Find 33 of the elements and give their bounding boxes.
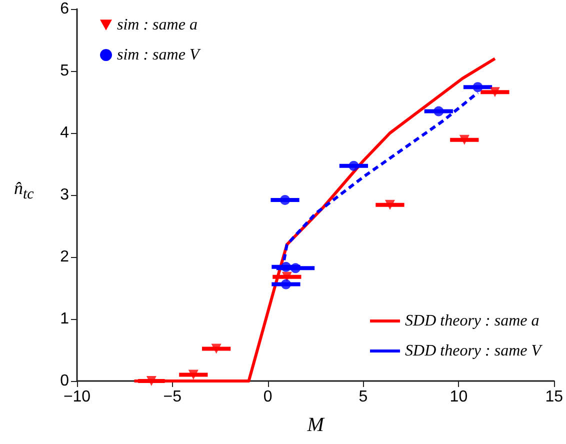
point (384, 200, 395, 210)
y-tick-label: 4 (60, 124, 70, 142)
x-tick-label: −5 (163, 388, 182, 406)
y-tick-label: 1 (60, 310, 70, 328)
point (188, 370, 198, 380)
point (280, 279, 291, 290)
y-tick-label: 5 (60, 62, 70, 80)
point (290, 263, 301, 274)
x-tick-label: 0 (263, 388, 272, 406)
y-tick-label: 0 (60, 372, 70, 390)
point (280, 194, 290, 205)
point (211, 344, 222, 354)
x-tick-label: 15 (545, 388, 564, 406)
point (146, 376, 156, 386)
point (282, 272, 292, 282)
legend-label: sim : same a (117, 16, 198, 34)
y-axis-title: n̂$_{tc}$ (14, 178, 34, 204)
legend-label: SDD theory : same a (405, 312, 540, 330)
point (472, 82, 483, 92)
point (434, 106, 444, 116)
point (348, 160, 359, 171)
x-tick-label: 10 (450, 388, 468, 406)
y-tick-label: 6 (60, 0, 70, 18)
legend-label: sim : same V (117, 46, 202, 64)
point (459, 134, 470, 145)
point (280, 262, 291, 272)
y-tick-label: 2 (60, 248, 70, 266)
point (490, 87, 500, 98)
x-tick-label: −10 (63, 388, 91, 406)
y-tick-label: 3 (60, 186, 70, 204)
legend-label: SDD theory : same V (405, 342, 544, 360)
x-axis-title: M (306, 414, 326, 436)
x-tick-label: 5 (358, 388, 368, 406)
